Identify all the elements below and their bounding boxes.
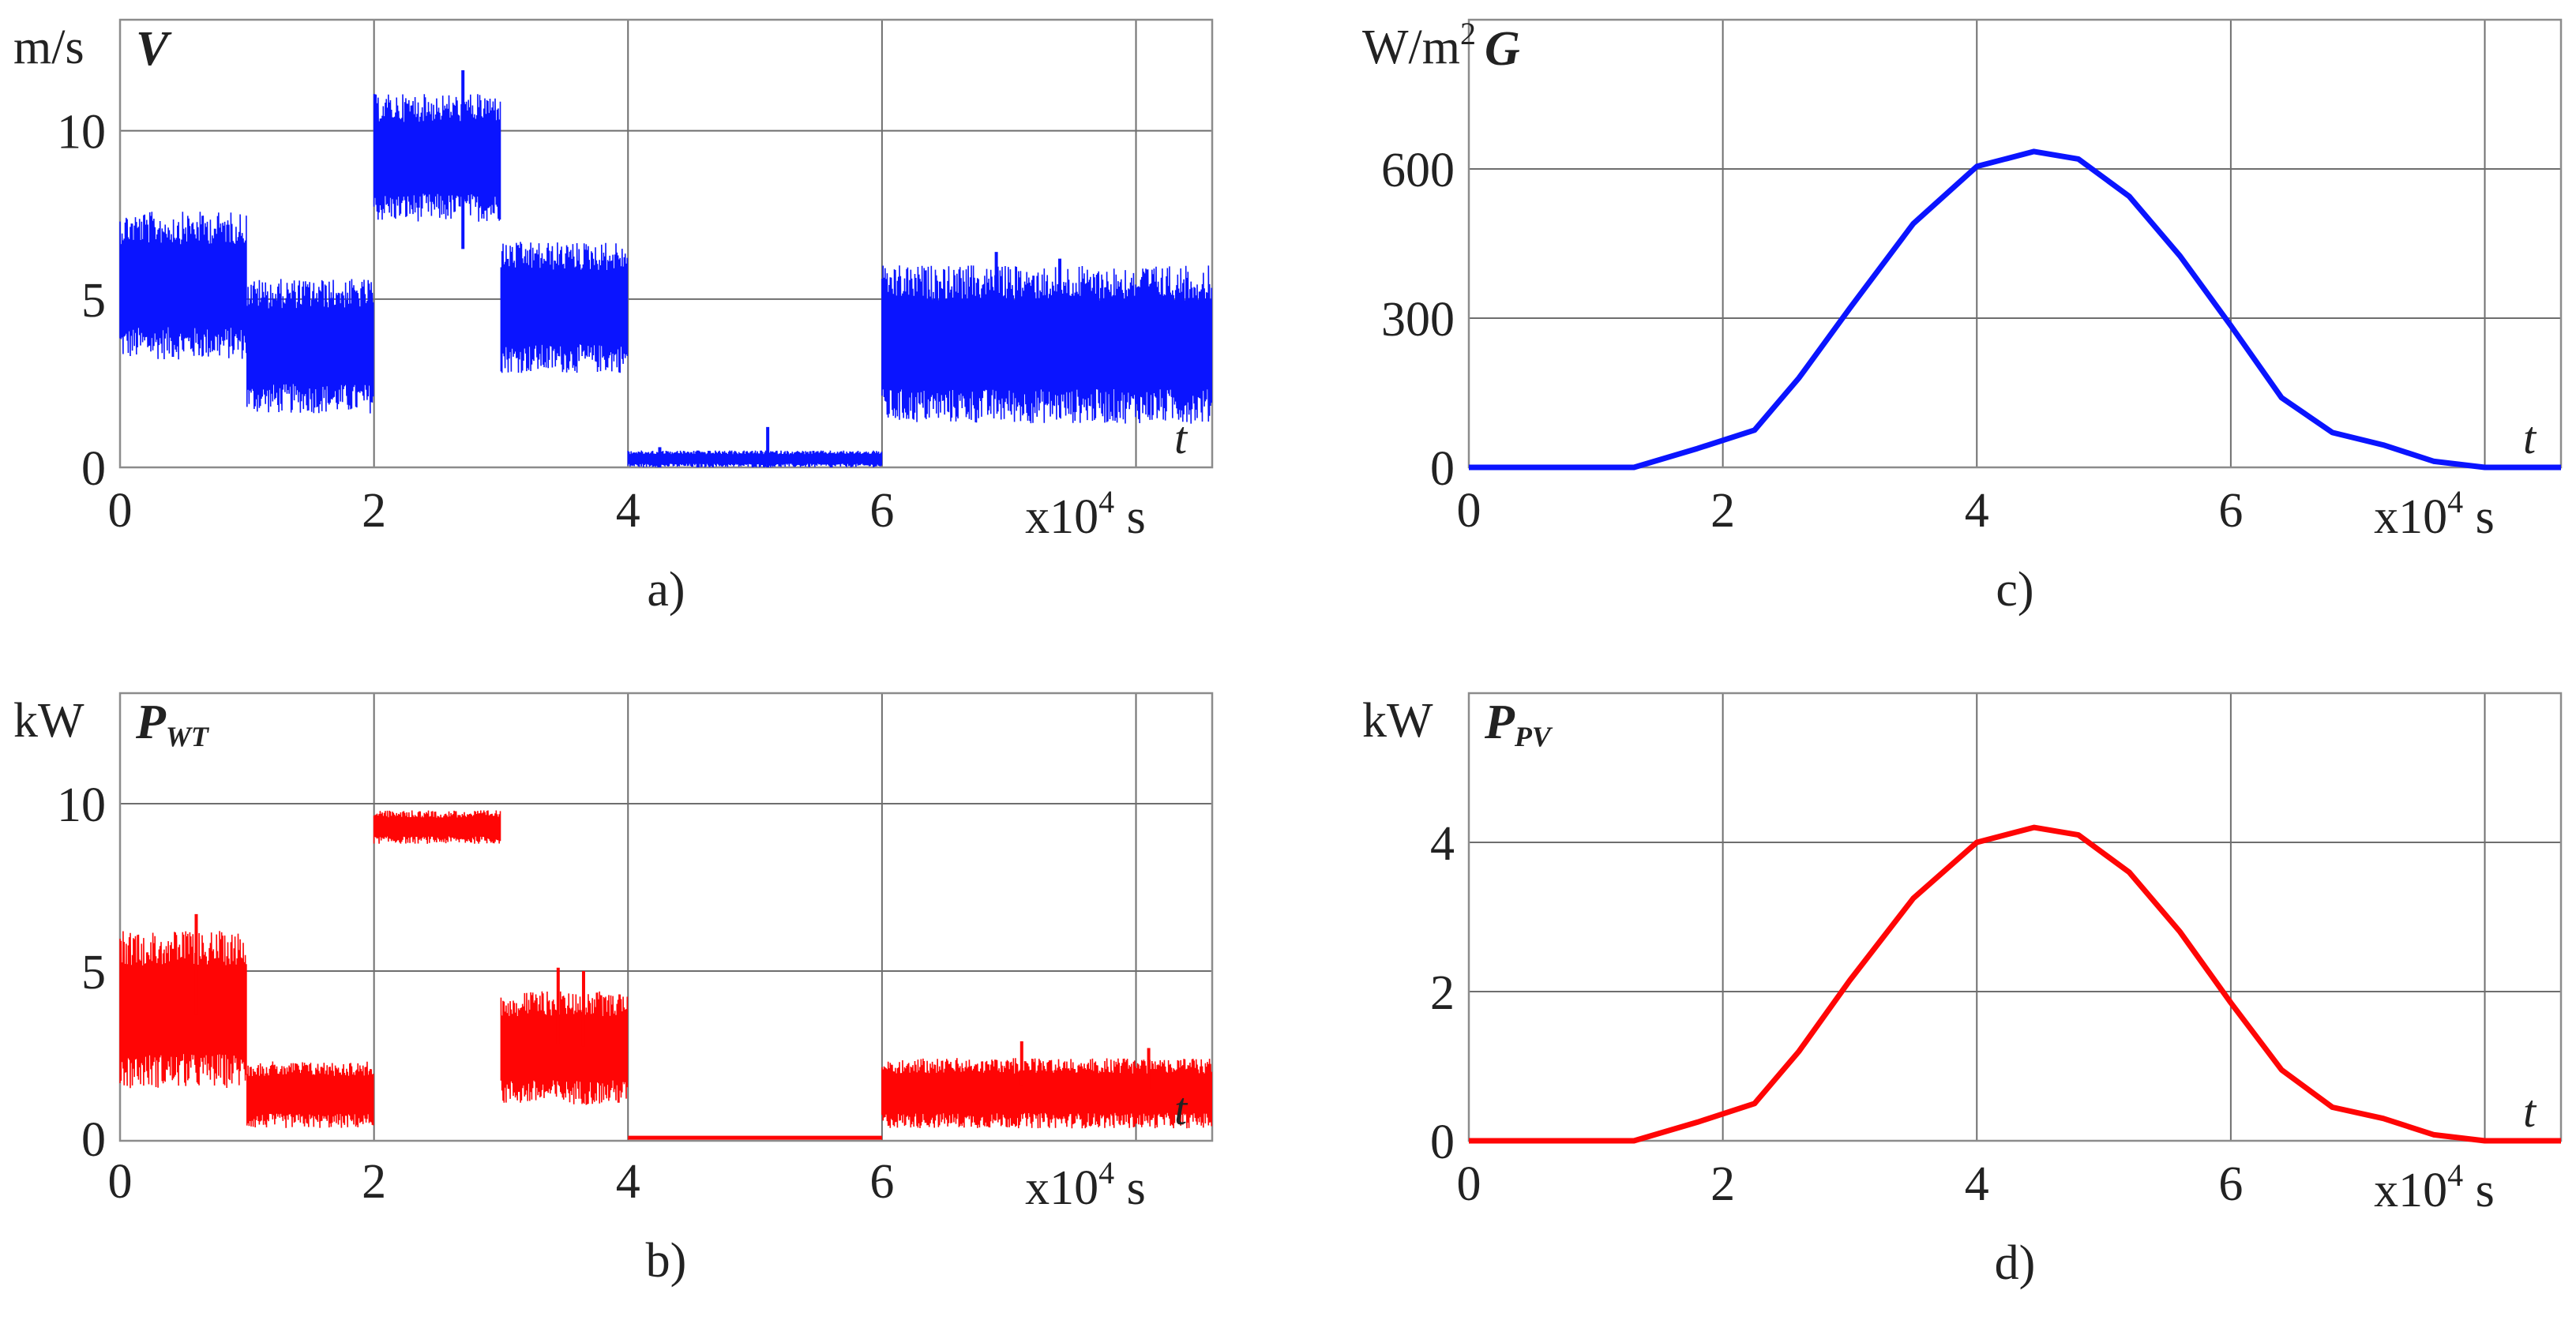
- y-tick-label: 5: [81, 274, 106, 328]
- x-tick-label: 6: [2218, 1157, 2243, 1211]
- x-unit-label: x104 s: [2374, 1157, 2495, 1217]
- y-tick-label: 2: [1430, 966, 1455, 1020]
- chart-caption: b): [646, 1234, 687, 1288]
- chart-b: 0 5 10 0 2 4 6 x104 s t kW PWT b): [13, 692, 1214, 1288]
- plot-frame: [118, 692, 1214, 1142]
- series-segment: [373, 93, 501, 222]
- series-segment: [246, 1061, 374, 1128]
- y-tick-label: 0: [1430, 442, 1455, 496]
- x-tick-label: 6: [869, 484, 894, 538]
- x-unit-label: x104 s: [1025, 1155, 1146, 1215]
- x-unit-label: x104 s: [2374, 484, 2495, 544]
- series-segment: [246, 279, 374, 414]
- x-axis-label: t: [2523, 412, 2537, 463]
- y-tick-label: 10: [57, 778, 106, 832]
- x-tick-label: 4: [1965, 1157, 1989, 1211]
- x-tick-label: 2: [1710, 484, 1735, 538]
- x-axis-label: t: [1174, 1083, 1188, 1134]
- y-tick-label: 10: [57, 106, 106, 159]
- chart-d: 0 2 4 0 2 4 6 x104 s t kW PPV d): [1362, 692, 2563, 1290]
- x-tick-label: 6: [2218, 484, 2243, 538]
- y-unit-label: m/s: [13, 21, 84, 74]
- plot-frame: [1467, 18, 2563, 469]
- y-unit-label: W/m2: [1362, 16, 1476, 74]
- y-tick-label: 0: [81, 442, 106, 496]
- y-tick-label: 300: [1381, 293, 1455, 347]
- chart-a: 0 5 10 0 2 4 6 x104 s t m/s Va): [13, 18, 1214, 617]
- y-unit-label: kW: [1362, 694, 1433, 748]
- y-tick-label: 4: [1430, 817, 1455, 871]
- y-tick-label: 0: [1430, 1116, 1455, 1169]
- x-unit-label: x104 s: [1025, 484, 1146, 544]
- chart-caption: c): [1996, 563, 2033, 617]
- series-segment: [119, 212, 247, 360]
- chart-caption: d): [1995, 1236, 2036, 1290]
- x-tick-label: 2: [362, 484, 386, 538]
- x-tick-label: 4: [616, 1155, 640, 1209]
- y-tick-label: 0: [81, 1113, 106, 1167]
- x-axis-label: t: [1174, 412, 1188, 463]
- x-tick-label: 4: [616, 484, 640, 538]
- chart-caption: a): [647, 563, 685, 617]
- series-symbol: PPV: [1484, 696, 1553, 752]
- x-tick-label: 0: [1457, 484, 1481, 538]
- series-segment: [881, 265, 1212, 424]
- series-line: [1469, 148, 2561, 471]
- series-symbol: V: [136, 22, 172, 76]
- y-tick-label: 600: [1381, 144, 1455, 197]
- x-tick-label: 0: [1457, 1157, 1481, 1211]
- series-symbol: G: [1485, 22, 1520, 76]
- y-unit-label: kW: [13, 694, 84, 748]
- x-tick-label: 2: [362, 1155, 386, 1209]
- chart-c: 0 300 600 0 2 4 6 x104 s t W/m2 Gc): [1362, 16, 2563, 617]
- series-segment: [119, 931, 247, 1089]
- series-line: [1469, 824, 2561, 1144]
- x-tick-label: 0: [108, 1155, 133, 1209]
- plot-frame: [1467, 692, 2563, 1142]
- series-segment: [373, 810, 501, 844]
- x-tick-label: 4: [1965, 484, 1989, 538]
- x-tick-label: 6: [869, 1155, 894, 1209]
- series-segment: [627, 450, 883, 468]
- series-symbol: PWT: [135, 696, 210, 752]
- series-segment: [500, 242, 629, 373]
- x-tick-label: 2: [1710, 1157, 1735, 1211]
- x-axis-label: t: [2523, 1086, 2537, 1137]
- series-segment: [500, 991, 629, 1105]
- y-tick-label: 5: [81, 946, 106, 999]
- series-segment: [881, 1058, 1212, 1129]
- x-tick-label: 0: [108, 484, 133, 538]
